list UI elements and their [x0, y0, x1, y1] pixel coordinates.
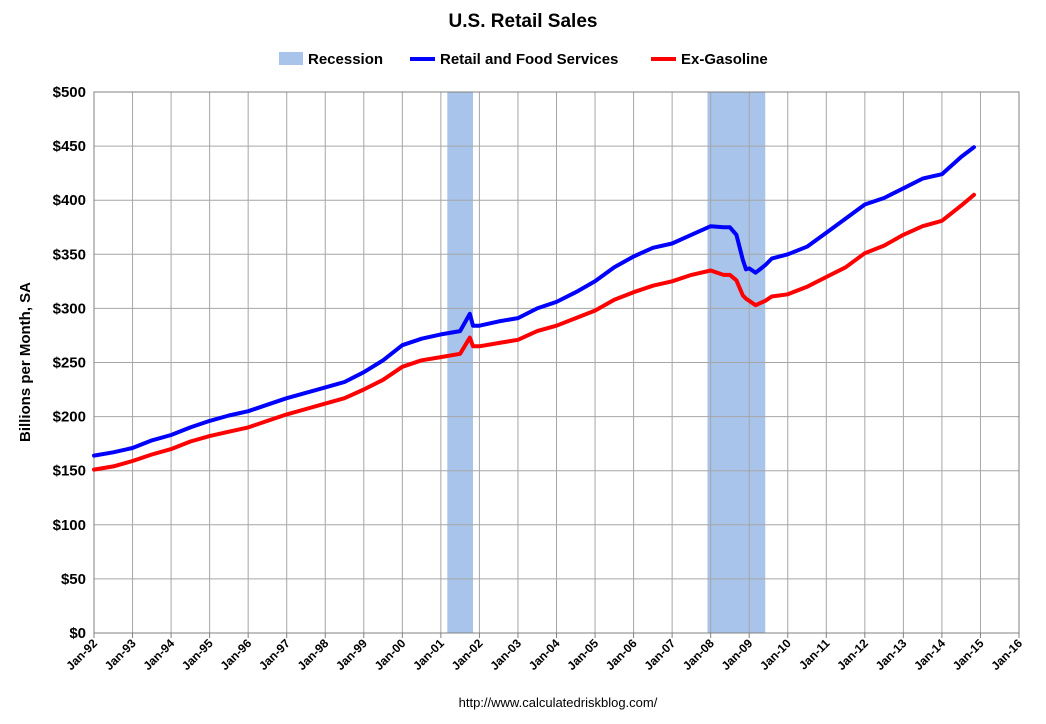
legend-recession-swatch: [279, 52, 303, 65]
x-tick-label: Jan-95: [179, 636, 216, 673]
y-tick-label: $350: [53, 246, 86, 263]
y-tick-label: $100: [53, 517, 86, 534]
chart-title: U.S. Retail Sales: [449, 11, 598, 32]
y-tick-label: $450: [53, 138, 86, 155]
x-tick-label: Jan-02: [449, 636, 486, 673]
x-tick-label: Jan-14: [911, 636, 948, 673]
x-tick-label: Jan-08: [680, 636, 717, 673]
x-tick-label: Jan-01: [410, 636, 447, 673]
y-tick-label: $400: [53, 192, 86, 209]
series-lines: [92, 145, 976, 472]
legend-exgas-label: Ex-Gasoline: [681, 51, 768, 68]
x-tick-label: Jan-04: [526, 636, 563, 673]
series-line-ex-gasoline: [92, 192, 976, 472]
x-tick-label: Jan-15: [950, 636, 987, 673]
x-tick-label: Jan-94: [140, 636, 177, 673]
x-tick-label: Jan-96: [217, 636, 254, 673]
legend: Recession Retail and Food Services Ex-Ga…: [279, 51, 768, 68]
legend-retail-label: Retail and Food Services: [440, 51, 618, 68]
x-tick-label: Jan-00: [372, 636, 409, 673]
x-tick-label: Jan-09: [719, 636, 756, 673]
x-tick-label: Jan-99: [333, 636, 370, 673]
gridlines: [93, 91, 1020, 634]
x-tick-label: Jan-12: [834, 636, 871, 673]
x-tick-label: Jan-16: [988, 636, 1025, 673]
x-tick-label: Jan-13: [873, 636, 910, 673]
y-axis-title: Billions per Month, SA: [17, 282, 34, 442]
y-tick-label: $200: [53, 409, 86, 426]
legend-recession-label: Recession: [308, 51, 383, 68]
x-tick-label: Jan-97: [256, 636, 293, 673]
y-tick-label: $150: [53, 463, 86, 480]
y-tick-label: $0: [69, 625, 86, 642]
x-tick-label: Jan-93: [102, 636, 139, 673]
x-tick-label: Jan-98: [295, 636, 332, 673]
x-tick-label: Jan-05: [564, 636, 601, 673]
y-tick-label: $50: [61, 571, 86, 588]
x-tick-label: Jan-06: [603, 636, 640, 673]
x-tick-label: Jan-10: [757, 636, 794, 673]
source-url: http://www.calculatedriskblog.com/: [459, 695, 658, 710]
y-tick-label: $500: [53, 84, 86, 101]
y-axis-ticks: $0 $50 $100 $150 $200 $250 $300 $350 $400 $450 $50…: [53, 84, 86, 642]
x-tick-label: Jan-11: [796, 636, 833, 673]
y-tick-label: $250: [53, 355, 86, 372]
y-tick-label: $300: [53, 300, 86, 317]
x-axis-ticks: Jan-92 Jan-93 Jan-94 Jan-95 Jan-96 Jan-97 Jan-…: [63, 633, 1025, 673]
x-tick-label: Jan-07: [641, 636, 678, 673]
series-line-retail-and-food-services: [92, 145, 976, 458]
x-tick-label: Jan-03: [487, 636, 524, 673]
